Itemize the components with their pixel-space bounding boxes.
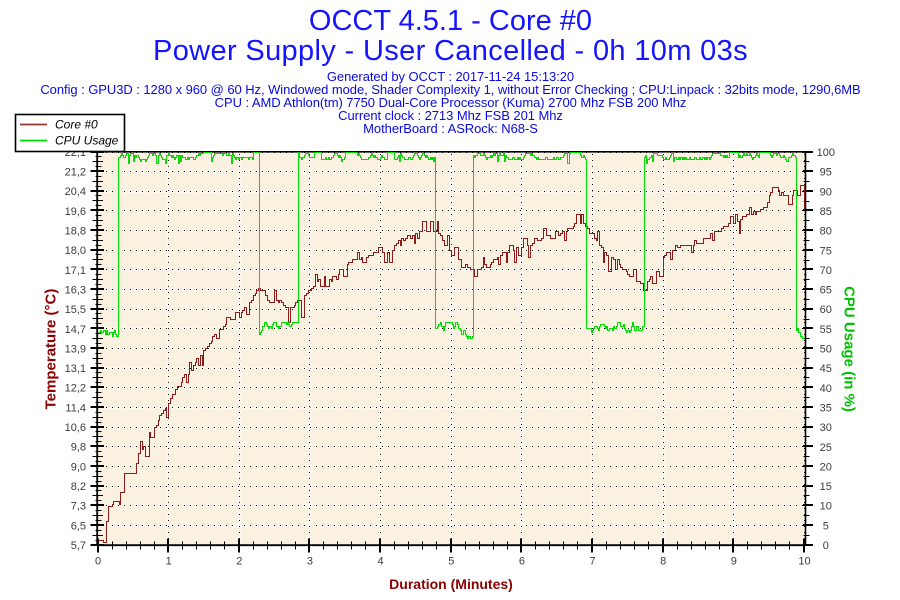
svg-text:9,8: 9,8 [71, 442, 86, 454]
svg-text:12,2: 12,2 [65, 383, 86, 395]
svg-text:20: 20 [820, 461, 832, 473]
svg-text:20,4: 20,4 [65, 186, 86, 198]
svg-text:19,6: 19,6 [65, 206, 86, 218]
svg-text:25: 25 [820, 442, 832, 454]
svg-text:18,0: 18,0 [65, 245, 86, 257]
svg-text:8,2: 8,2 [71, 481, 86, 493]
svg-text:9: 9 [731, 556, 737, 568]
svg-text:45: 45 [820, 363, 832, 375]
svg-text:Temperature (°C): Temperature (°C) [43, 289, 60, 410]
svg-text:11,4: 11,4 [65, 402, 86, 414]
svg-text:3: 3 [307, 556, 313, 568]
svg-text:7: 7 [589, 556, 595, 568]
svg-text:30: 30 [820, 422, 832, 434]
svg-text:15,5: 15,5 [65, 304, 86, 316]
svg-text:4: 4 [378, 556, 384, 568]
svg-text:7,3: 7,3 [71, 501, 86, 513]
svg-text:15: 15 [820, 481, 832, 493]
svg-text:8: 8 [660, 556, 666, 568]
svg-text:95: 95 [820, 167, 832, 179]
svg-text:Core #0: Core #0 [55, 118, 98, 132]
svg-text:60: 60 [820, 304, 832, 316]
svg-text:35: 35 [820, 402, 832, 414]
svg-text:65: 65 [820, 285, 832, 297]
svg-text:2: 2 [236, 556, 242, 568]
svg-text:17,1: 17,1 [65, 265, 86, 277]
svg-text:5,7: 5,7 [71, 540, 86, 552]
svg-text:1: 1 [166, 556, 172, 568]
svg-text:18,8: 18,8 [65, 226, 86, 238]
svg-text:0: 0 [95, 556, 101, 568]
svg-text:70: 70 [820, 265, 832, 277]
svg-text:13,1: 13,1 [65, 363, 86, 375]
svg-text:6: 6 [519, 556, 525, 568]
svg-text:10,6: 10,6 [65, 422, 86, 434]
svg-text:6,5: 6,5 [71, 520, 86, 532]
svg-text:Duration (Minutes): Duration (Minutes) [389, 576, 513, 592]
svg-text:9,0: 9,0 [71, 461, 86, 473]
svg-text:13,9: 13,9 [65, 343, 86, 355]
svg-text:80: 80 [820, 226, 832, 238]
svg-text:CPU Usage: CPU Usage [55, 134, 119, 148]
svg-text:0: 0 [823, 540, 829, 552]
svg-text:75: 75 [820, 245, 832, 257]
svg-text:5: 5 [823, 520, 829, 532]
svg-text:21,2: 21,2 [65, 167, 86, 179]
svg-text:CPU Usage (in %): CPU Usage (in %) [841, 286, 858, 412]
svg-text:10: 10 [820, 501, 832, 513]
svg-text:14,7: 14,7 [65, 324, 86, 336]
svg-text:85: 85 [820, 206, 832, 218]
svg-text:55: 55 [820, 324, 832, 336]
svg-text:10: 10 [798, 556, 810, 568]
svg-text:16,3: 16,3 [65, 284, 86, 296]
svg-text:40: 40 [820, 383, 832, 395]
svg-text:100: 100 [817, 147, 835, 159]
svg-text:90: 90 [820, 186, 832, 198]
svg-text:50: 50 [820, 344, 832, 356]
svg-text:5: 5 [448, 556, 454, 568]
